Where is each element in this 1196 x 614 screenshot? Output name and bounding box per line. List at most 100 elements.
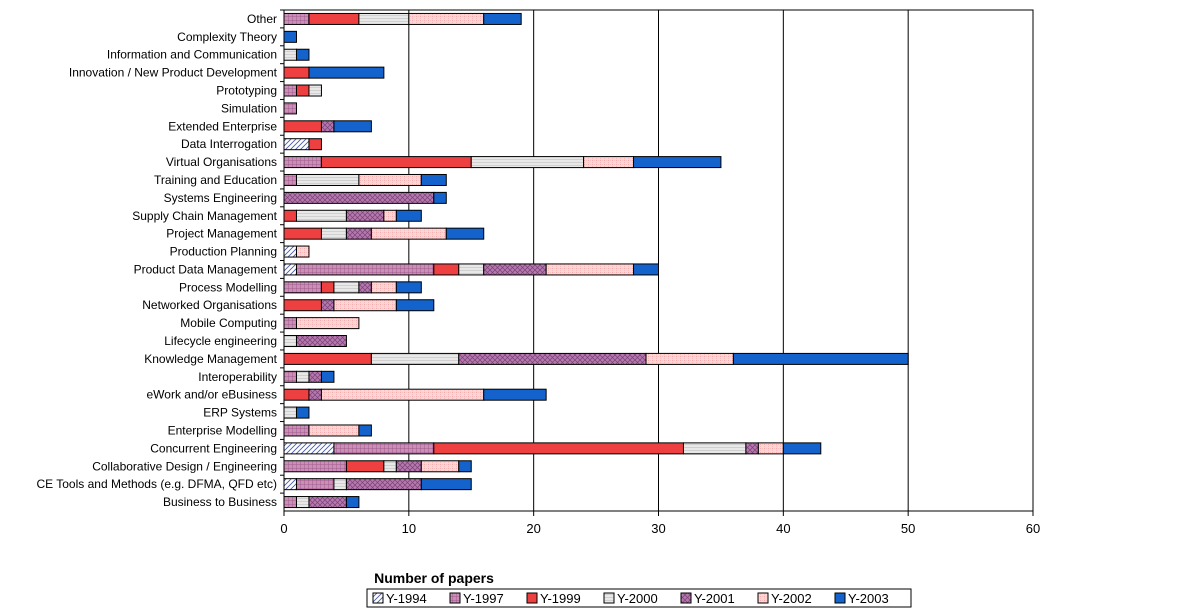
category-label: Production Planning bbox=[170, 245, 277, 259]
legend-swatch bbox=[372, 592, 384, 604]
bar-segment-y-1999 bbox=[283, 209, 297, 222]
bar-segment-y-2001 bbox=[745, 442, 759, 455]
bar-segment-y-2000 bbox=[383, 460, 397, 473]
bar-segment-y-2001 bbox=[308, 370, 322, 383]
legend-label: Y-2003 bbox=[848, 591, 889, 606]
category-label: Extended Enterprise bbox=[168, 119, 277, 133]
bar-segment-y-1997 bbox=[333, 442, 435, 455]
legend-label: Y-1997 bbox=[463, 591, 504, 606]
bar-segment-y-1994 bbox=[283, 478, 297, 491]
bar-segment-y-2002 bbox=[320, 388, 485, 401]
bar-segment-y-2001 bbox=[320, 120, 335, 133]
bar-segment-y-2002 bbox=[308, 424, 360, 437]
bar-segment-y-2000 bbox=[283, 335, 297, 348]
legend-swatch bbox=[757, 592, 769, 604]
bar-segment-y-1997 bbox=[295, 263, 435, 276]
bar-segment-y-1997 bbox=[283, 496, 297, 509]
category-label: Training and Education bbox=[154, 173, 277, 187]
bar-segment-y-1997 bbox=[283, 370, 297, 383]
bar-segment-y-1997 bbox=[283, 102, 297, 115]
legend-swatch bbox=[834, 592, 846, 604]
category-label: Virtual Organisations bbox=[166, 155, 277, 169]
category-label: Process Modelling bbox=[179, 280, 277, 294]
bar-segment-y-2000 bbox=[458, 263, 485, 276]
bar-segment-y-2003 bbox=[320, 370, 335, 383]
legend-swatch bbox=[449, 592, 461, 604]
bar-segment-y-2003 bbox=[420, 173, 447, 186]
bar-segment-y-2003 bbox=[395, 209, 422, 222]
legend-box bbox=[366, 588, 912, 608]
bar-segment-y-2000 bbox=[283, 48, 297, 61]
bar-segment-y-1997 bbox=[283, 12, 310, 25]
legend-label: Y-2001 bbox=[694, 591, 735, 606]
bar-segment-y-1997 bbox=[283, 281, 322, 294]
bar-segment-y-2000 bbox=[682, 442, 747, 455]
bar-segment-y-2002 bbox=[545, 263, 635, 276]
bar-segment-y-1999 bbox=[295, 84, 310, 97]
bar-segment-y-2003 bbox=[358, 424, 372, 437]
legend-label: Y-2002 bbox=[771, 591, 812, 606]
x-tick-label: 40 bbox=[776, 521, 790, 536]
category-labels: Other Complexity Theory Information and Co… bbox=[36, 12, 277, 509]
category-label: Lifecycle engineering bbox=[164, 334, 277, 348]
bar-segment-y-2002 bbox=[333, 299, 397, 312]
bar-segment-y-2000 bbox=[333, 281, 360, 294]
bar-segment-y-2003 bbox=[395, 281, 422, 294]
bar-segment-y-2002 bbox=[420, 460, 460, 473]
category-label: Project Management bbox=[166, 227, 277, 241]
bar-segment-y-2001 bbox=[345, 227, 372, 240]
bar-segment-y-1999 bbox=[345, 460, 385, 473]
bar-segment-y-2002 bbox=[295, 317, 360, 330]
bar-segment-y-1997 bbox=[283, 84, 297, 97]
bar-segment-y-2003 bbox=[633, 263, 659, 276]
bar-segment-y-2000 bbox=[283, 406, 297, 419]
bar-segment-y-1999 bbox=[283, 299, 322, 312]
category-label: ERP Systems bbox=[203, 406, 277, 420]
bar-segment-y-2001 bbox=[345, 478, 422, 491]
legend-swatch bbox=[526, 592, 538, 604]
legend: Y-1994 Y-1997 Y-1999 Y-2000 Y-2001 Y-2002 Y-20… bbox=[366, 588, 912, 608]
category-label: Concurrent Engineering bbox=[150, 441, 277, 455]
legend-label: Y-1994 bbox=[386, 591, 427, 606]
bar-segment-y-1999 bbox=[433, 263, 460, 276]
category-label: Supply Chain Management bbox=[132, 209, 277, 223]
axes: 0 10 20 30 40 50 60 bbox=[280, 9, 1040, 536]
bar-segment-y-1999 bbox=[283, 120, 322, 133]
bar-segment-y-2002 bbox=[295, 245, 310, 258]
bar-segment-y-2003 bbox=[782, 442, 822, 455]
bar-segment-y-2001 bbox=[358, 281, 372, 294]
x-tick-label: 60 bbox=[1026, 521, 1040, 536]
bar-segment-y-1999 bbox=[320, 156, 472, 169]
bar-segment-y-2001 bbox=[308, 388, 322, 401]
bar-segment-y-1997 bbox=[283, 156, 322, 169]
category-label: eWork and/or eBusiness bbox=[146, 388, 277, 402]
category-label: Prototyping bbox=[216, 84, 277, 98]
bar-segment-y-2003 bbox=[433, 191, 447, 204]
bar-segment-y-2000 bbox=[308, 84, 322, 97]
bar-segment-y-2001 bbox=[283, 191, 435, 204]
category-label: Collaborative Design / Engineering bbox=[92, 459, 277, 473]
bar-segment-y-2002 bbox=[583, 156, 635, 169]
bar-segment-y-2002 bbox=[358, 173, 422, 186]
bar-segment-y-2002 bbox=[645, 352, 734, 365]
bar-segment-y-1999 bbox=[283, 227, 322, 240]
category-label: Other bbox=[247, 12, 277, 26]
bar-segment-y-2003 bbox=[483, 388, 547, 401]
category-label: Interoperability bbox=[198, 370, 277, 384]
category-label: Complexity Theory bbox=[177, 30, 277, 44]
bar-segment-y-2000 bbox=[358, 12, 410, 25]
bar-segment-y-1994 bbox=[283, 138, 310, 151]
legend-label: Y-1999 bbox=[540, 591, 581, 606]
bar-segment-y-2003 bbox=[283, 30, 297, 43]
bar-segment-y-2003 bbox=[295, 406, 310, 419]
category-label: Mobile Computing bbox=[180, 316, 277, 330]
bar-segment-y-2003 bbox=[345, 496, 360, 509]
bar-segment-y-1999 bbox=[320, 281, 335, 294]
bar-segment-y-1999 bbox=[283, 66, 310, 79]
category-label: Information and Communication bbox=[107, 48, 277, 62]
bar-segment-y-2003 bbox=[295, 48, 310, 61]
bar-segment-y-2003 bbox=[395, 299, 435, 312]
bar-segment-y-2001 bbox=[295, 335, 347, 348]
